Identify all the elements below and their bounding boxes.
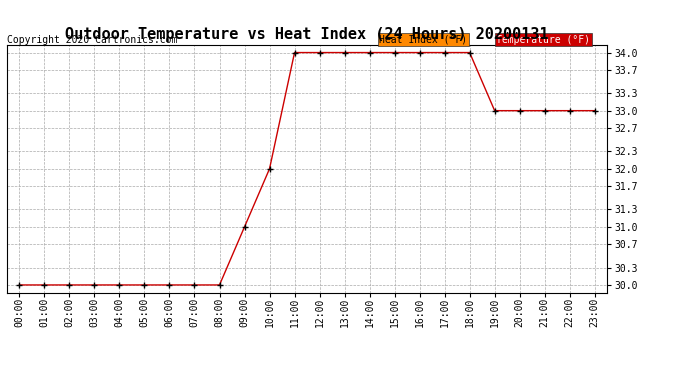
Text: Temperature (°F): Temperature (°F) [496, 34, 590, 45]
Title: Outdoor Temperature vs Heat Index (24 Hours) 20200131: Outdoor Temperature vs Heat Index (24 Ho… [66, 27, 549, 42]
Text: Copyright 2020 Cartronics.com: Copyright 2020 Cartronics.com [7, 34, 177, 45]
Text: Heat Index (°F): Heat Index (°F) [379, 34, 467, 45]
